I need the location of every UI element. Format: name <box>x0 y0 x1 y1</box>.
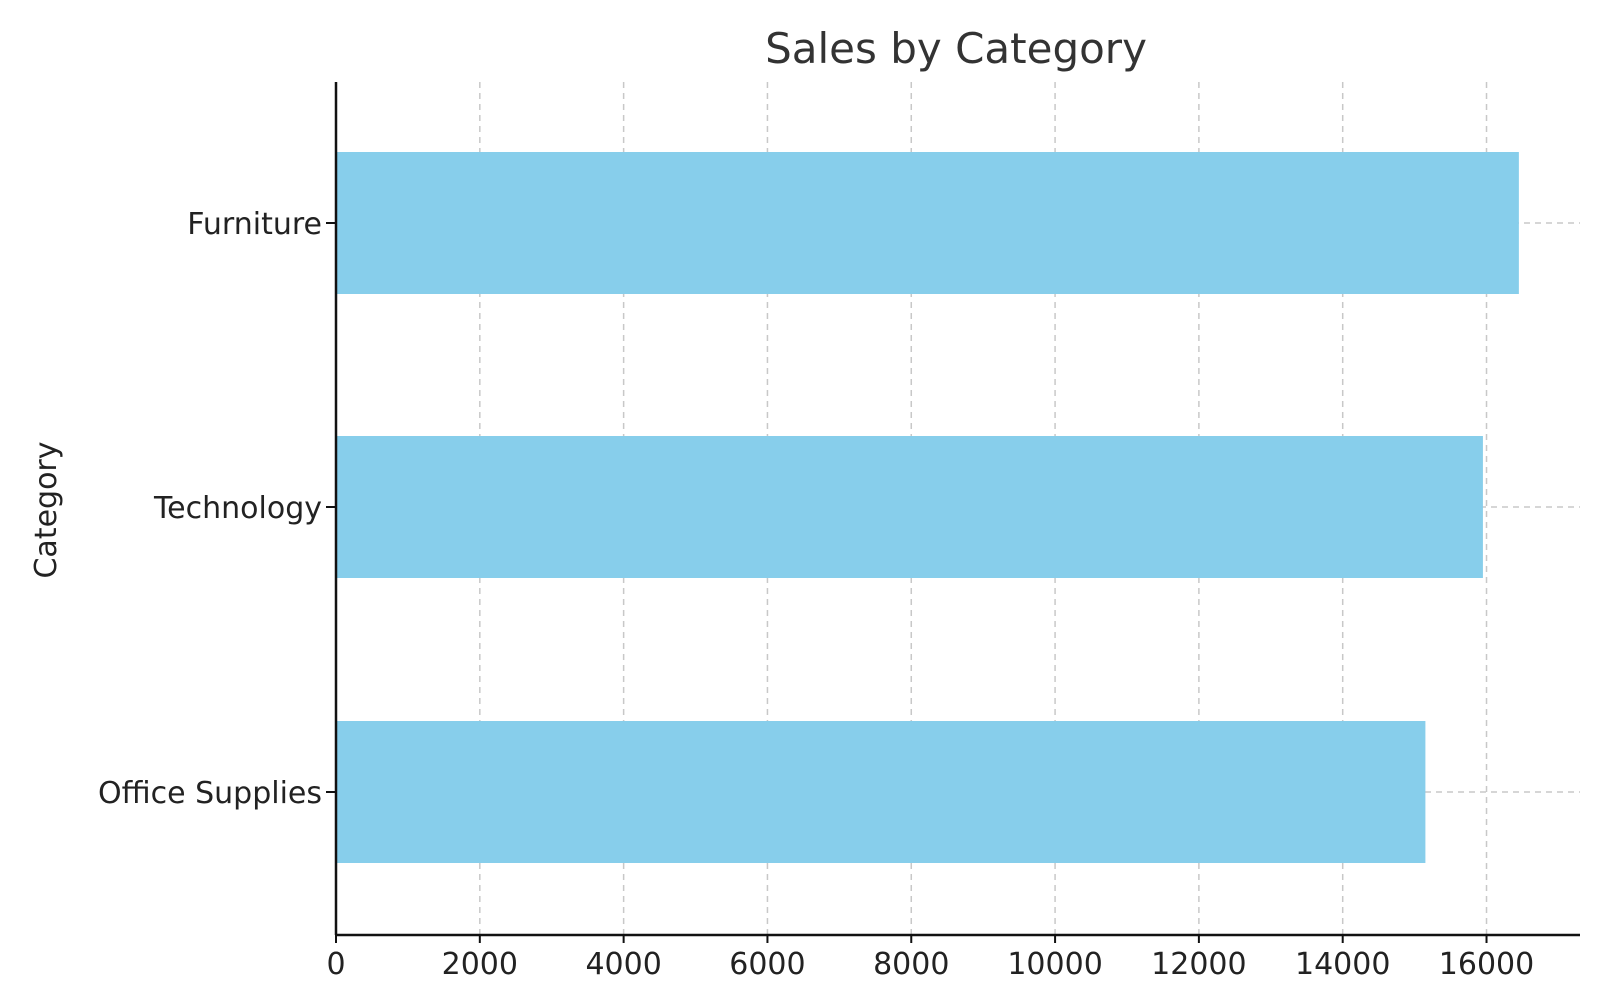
y-axis-label: Category <box>29 441 64 578</box>
y-tick-label-furniture: Furniture <box>187 207 322 242</box>
x-tick-label-4000: 4000 <box>585 947 661 982</box>
x-tick-label-10000: 10000 <box>1007 947 1102 982</box>
x-tick-label-16000: 16000 <box>1439 947 1534 982</box>
x-tick-label-6000: 6000 <box>729 947 805 982</box>
chart-title: Sales by Category <box>765 24 1147 73</box>
bar-office-supplies <box>336 721 1426 863</box>
bar-furniture <box>336 152 1519 294</box>
bar-technology <box>336 436 1483 578</box>
x-tick-label-8000: 8000 <box>873 947 949 982</box>
x-tick-label-12000: 12000 <box>1151 947 1246 982</box>
y-tick-label-technology: Technology <box>153 491 322 526</box>
x-tick-label-0: 0 <box>326 947 345 982</box>
bar-layer <box>336 152 1519 863</box>
x-tick-label-14000: 14000 <box>1295 947 1390 982</box>
y-tick-label-office-supplies: Office Supplies <box>98 776 322 811</box>
x-tick-label-2000: 2000 <box>442 947 518 982</box>
tick-layer: 0 2000 4000 6000 8000 10000 12000 14000 16000 Off… <box>98 207 1534 982</box>
